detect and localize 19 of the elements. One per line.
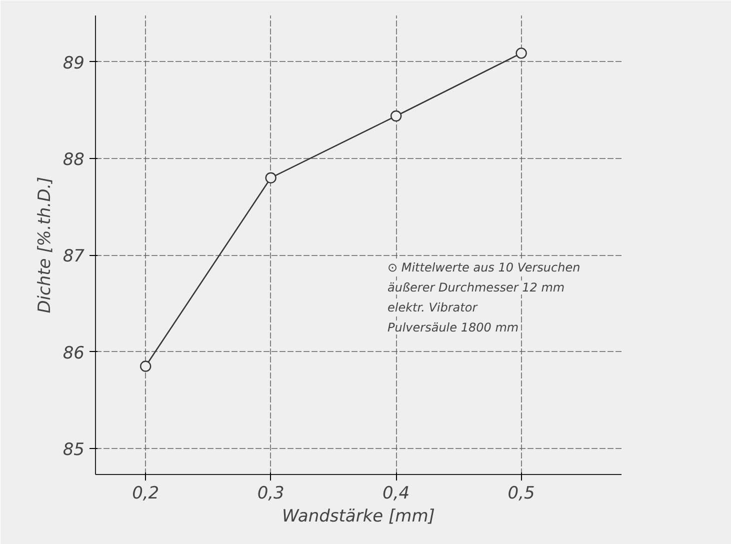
y-tick-label: 89 bbox=[62, 53, 85, 74]
annotation: ⊙ Mittelwerte aus 10 Versuchen bbox=[388, 260, 580, 274]
x-tick-label: 0,5 bbox=[508, 484, 535, 504]
x-tick-label: 0,3 bbox=[257, 484, 284, 504]
y-tick-label: 88 bbox=[62, 150, 85, 170]
annotation: elektr. Vibrator bbox=[388, 300, 478, 314]
y-tick-label: 86 bbox=[62, 343, 85, 364]
point bbox=[265, 172, 276, 184]
y-axis-title: Dichte [%.th.D.] bbox=[34, 176, 55, 314]
y-tick-label: 87 bbox=[62, 246, 85, 267]
annotation: äußerer Durchmesser 12 mm bbox=[388, 280, 565, 294]
point bbox=[140, 360, 152, 372]
x-axis-title: Wandstärke [mm] bbox=[282, 506, 435, 526]
x-tick-label: 0,2 bbox=[132, 484, 160, 504]
annotation: Pulversäule 1800 mm bbox=[388, 320, 519, 334]
x-tick-label: 0,4 bbox=[382, 484, 410, 504]
point bbox=[516, 48, 527, 59]
y-tick-label: 85 bbox=[62, 440, 85, 460]
point bbox=[390, 110, 402, 122]
